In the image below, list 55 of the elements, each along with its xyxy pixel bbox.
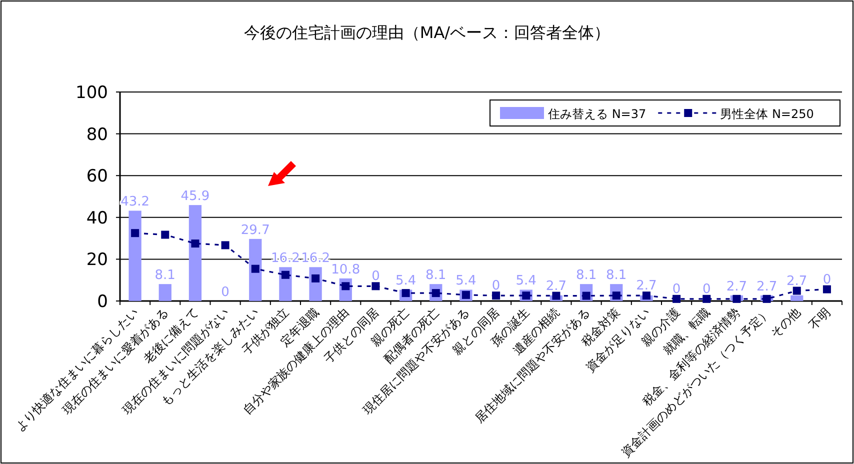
- data-label: 2.7: [726, 279, 748, 294]
- point: [822, 285, 831, 294]
- data-label: 5.4: [516, 274, 536, 289]
- data-label: 0: [372, 269, 380, 284]
- point: [281, 270, 290, 279]
- point: [312, 274, 320, 282]
- y-tick-label: 100: [76, 83, 108, 103]
- data-label: 0: [672, 282, 681, 297]
- data-label: 29.7: [240, 222, 270, 238]
- data-label: 2.7: [756, 279, 778, 294]
- point: [702, 294, 711, 303]
- y-tick-label: 60: [86, 166, 108, 187]
- data-label: 8.1: [154, 268, 176, 284]
- point: [251, 264, 260, 273]
- data-label: 0: [822, 272, 832, 288]
- chart-title: 今後の住宅計画の理由（MA/ベース：回答者全体）: [244, 23, 610, 42]
- point: [372, 282, 380, 290]
- bar: [158, 284, 172, 301]
- bar: [128, 210, 142, 301]
- point: [762, 294, 771, 303]
- y-tick-label: 0: [97, 292, 108, 312]
- x-tick-label: その他: [768, 305, 803, 341]
- point: [131, 229, 140, 238]
- point: [161, 230, 170, 239]
- data-label: 8.1: [426, 268, 446, 284]
- data-label: 0: [221, 285, 230, 300]
- data-label: 0: [702, 282, 711, 297]
- data-label: 2.7: [546, 278, 567, 294]
- data-label: 8.1: [606, 268, 627, 284]
- point: [672, 294, 681, 303]
- point: [191, 240, 200, 248]
- data-label: 2.7: [786, 274, 808, 289]
- data-label: 5.4: [456, 274, 476, 289]
- y-tick-label: 20: [86, 250, 108, 270]
- bar: [188, 205, 202, 301]
- y-tick-label: 80: [86, 124, 108, 145]
- y-tick-label: 40: [86, 208, 108, 228]
- legend-label: 住み替える N=37: [547, 107, 646, 121]
- point: [552, 292, 560, 300]
- data-label: 45.9: [180, 189, 210, 204]
- data-label: 2.7: [636, 278, 657, 294]
- point: [642, 292, 650, 300]
- data-label: 10.8: [331, 262, 360, 278]
- x-tick-label: 不明: [806, 305, 834, 332]
- point: [221, 241, 230, 250]
- data-label: 5.4: [395, 274, 416, 289]
- bar: [249, 238, 262, 301]
- legend-label: 男性全体 N=250: [720, 107, 814, 121]
- point: [792, 286, 801, 295]
- data-label: 43.2: [120, 194, 150, 210]
- data-label: 0: [492, 278, 500, 294]
- point: [492, 292, 500, 300]
- point: [732, 294, 741, 303]
- data-label: 8.1: [576, 268, 597, 284]
- bar: [790, 295, 804, 301]
